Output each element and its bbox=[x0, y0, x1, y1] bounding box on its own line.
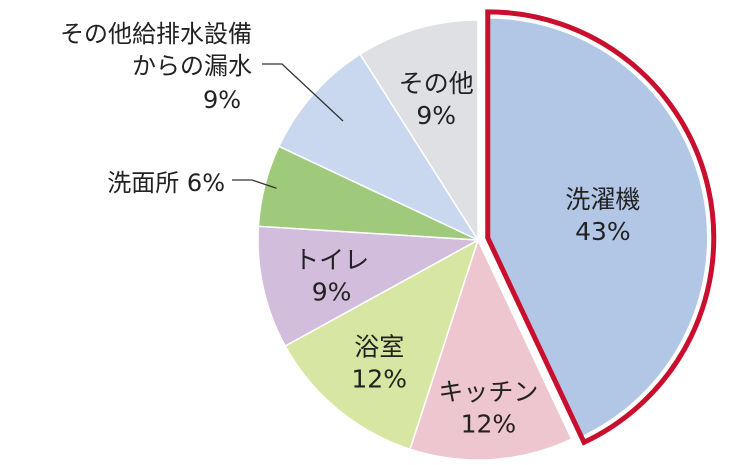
slice-category-label: トイレ bbox=[294, 246, 369, 275]
pie-slice bbox=[284, 238, 480, 451]
leak-label-line1: その他給排水設備 bbox=[60, 20, 252, 48]
highlight-outline bbox=[485, 9, 717, 446]
leader-line bbox=[262, 63, 344, 122]
slice-category-label: キッチン bbox=[438, 378, 538, 407]
pie-slice bbox=[487, 17, 709, 438]
slice-value-label: 12% bbox=[461, 410, 517, 439]
slice-category-label: その他 bbox=[399, 69, 474, 98]
pie-slice bbox=[409, 237, 573, 461]
leak-label-line2: からの漏水 bbox=[132, 52, 252, 80]
leak-label-value: 9% bbox=[203, 86, 241, 114]
pie-slices bbox=[257, 17, 709, 461]
slice-category-label: 浴室 bbox=[354, 332, 404, 361]
slice-value-label: 9% bbox=[312, 278, 352, 307]
slice-value-label: 43% bbox=[575, 217, 631, 246]
pie-slice bbox=[257, 225, 481, 348]
washroom-label: 洗面所 6% bbox=[107, 169, 225, 197]
washing-machine-highlight bbox=[485, 9, 717, 446]
leader-line bbox=[232, 179, 277, 189]
slice-category-label: 洗濯機 bbox=[565, 185, 640, 214]
slice-value-label: 9% bbox=[416, 101, 456, 130]
pie-slice bbox=[277, 53, 481, 242]
outside-labels: その他給排水設備 からの漏水 9% 洗面所 6% bbox=[60, 20, 252, 197]
slice-value-label: 12% bbox=[351, 364, 407, 393]
slice-labels: 洗濯機 43% キッチン 12% 浴室 12% トイレ 9% その他 9% bbox=[294, 69, 640, 439]
pie-slice bbox=[359, 19, 479, 243]
leader-lines bbox=[232, 63, 344, 189]
